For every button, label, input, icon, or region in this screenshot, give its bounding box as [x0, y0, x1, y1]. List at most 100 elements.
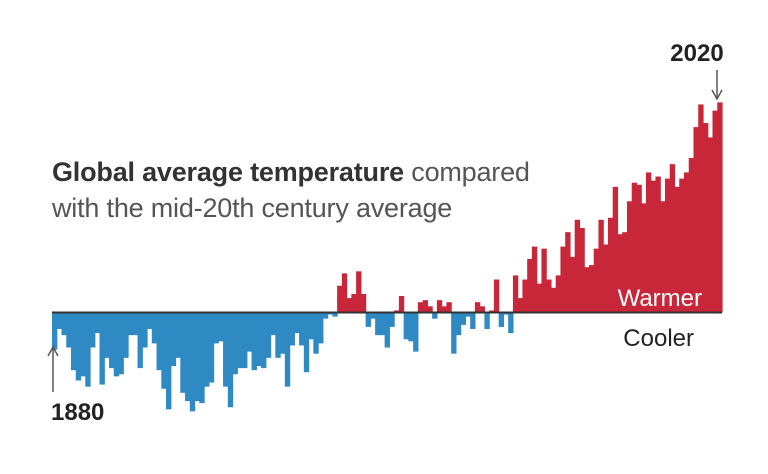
- bar-1959: [427, 306, 433, 313]
- bar-1915: [218, 312, 224, 342]
- bar-1947: [370, 312, 376, 319]
- bar-1979: [522, 279, 528, 313]
- bar-1982: [536, 283, 543, 313]
- bar-1996: [603, 244, 609, 313]
- bar-1912: [204, 312, 210, 387]
- bar-2017: [702, 122, 709, 313]
- bar-1950: [384, 312, 390, 348]
- warmer-label: Warmer: [617, 285, 702, 312]
- bar-1903: [161, 312, 167, 389]
- bar-1928: [280, 312, 286, 354]
- bar-2007: [655, 176, 661, 313]
- bar-1976: [508, 312, 514, 334]
- bar-1938: [327, 312, 333, 315]
- bar-2002: [631, 182, 638, 313]
- bar-1946: [365, 312, 371, 327]
- bar-1920: [242, 312, 248, 369]
- bar-1978: [517, 298, 524, 313]
- bar-1993: [588, 265, 595, 313]
- bar-1981: [531, 246, 538, 313]
- bar-group: [52, 102, 723, 412]
- bar-1941: [341, 273, 348, 313]
- bar-1913: [208, 312, 215, 383]
- bar-1977: [512, 275, 519, 313]
- bar-2006: [650, 180, 657, 313]
- bar-1985: [550, 287, 557, 313]
- bar-1883: [66, 312, 72, 348]
- bar-1966: [460, 312, 466, 325]
- bar-1916: [223, 312, 229, 387]
- bar-1989: [569, 256, 576, 313]
- bar-1933: [303, 312, 310, 373]
- bar-1949: [379, 312, 386, 336]
- bar-1919: [237, 312, 243, 369]
- bar-1997: [607, 217, 614, 313]
- start-year-arrow: [47, 345, 59, 392]
- bar-1911: [199, 312, 205, 404]
- bar-1957: [417, 302, 424, 313]
- title-bold: Global average temperature: [52, 157, 404, 187]
- title-line-2: with the mid-20th century average: [52, 193, 453, 223]
- bar-1948: [375, 312, 381, 336]
- bar-1994: [593, 248, 600, 313]
- bar-2011: [674, 186, 680, 313]
- bar-1890: [99, 312, 105, 385]
- bar-1881: [56, 312, 63, 329]
- bar-1899: [142, 312, 148, 348]
- bar-1936: [318, 312, 324, 344]
- bar-1974: [498, 312, 505, 327]
- bar-1930: [289, 312, 295, 346]
- bar-1995: [598, 219, 604, 313]
- bar-1942: [346, 298, 352, 313]
- bar-1967: [465, 312, 471, 317]
- bar-1918: [232, 312, 238, 375]
- bar-1969: [474, 302, 481, 313]
- bar-1905: [170, 312, 177, 367]
- bar-1980: [527, 258, 533, 313]
- bar-2003: [636, 184, 642, 313]
- bar-1971: [484, 312, 490, 329]
- bar-1882: [61, 312, 67, 336]
- bar-2020: [717, 102, 723, 313]
- bar-1968: [470, 312, 476, 329]
- bar-1908: [185, 312, 191, 402]
- bar-1965: [455, 312, 462, 336]
- bar-2012: [679, 178, 685, 313]
- bar-2013: [683, 172, 690, 313]
- bar-1951: [389, 312, 395, 327]
- bar-1922: [251, 312, 257, 371]
- bar-2008: [660, 201, 666, 313]
- bar-1896: [128, 312, 134, 336]
- bar-1999: [617, 234, 623, 313]
- bar-1906: [175, 312, 181, 358]
- bar-2018: [707, 137, 714, 313]
- bar-1910: [194, 312, 200, 402]
- bar-1897: [132, 312, 139, 336]
- bar-1944: [356, 271, 362, 313]
- bar-1988: [565, 232, 571, 313]
- bar-1958: [422, 300, 428, 313]
- bar-1929: [284, 312, 291, 387]
- bar-1902: [156, 312, 162, 371]
- bar-2009: [664, 178, 671, 313]
- bar-1880: [52, 312, 58, 350]
- bar-2015: [693, 127, 699, 313]
- title-line-1: Global average temperature compared: [52, 154, 592, 190]
- bar-1900: [147, 312, 153, 329]
- bar-1895: [123, 312, 129, 358]
- bar-1898: [137, 312, 143, 369]
- bar-1934: [308, 312, 314, 340]
- bar-1923: [256, 312, 262, 367]
- bar-1972: [489, 310, 495, 313]
- bar-1953: [398, 296, 405, 313]
- bar-1909: [189, 312, 196, 412]
- bar-1963: [446, 302, 452, 313]
- chart-title: Global average temperature compared with…: [52, 154, 592, 226]
- bar-1901: [151, 312, 158, 344]
- bar-1992: [584, 267, 590, 313]
- bar-2000: [622, 232, 628, 313]
- start-year-label: 1880: [51, 399, 105, 426]
- bar-1991: [579, 228, 585, 313]
